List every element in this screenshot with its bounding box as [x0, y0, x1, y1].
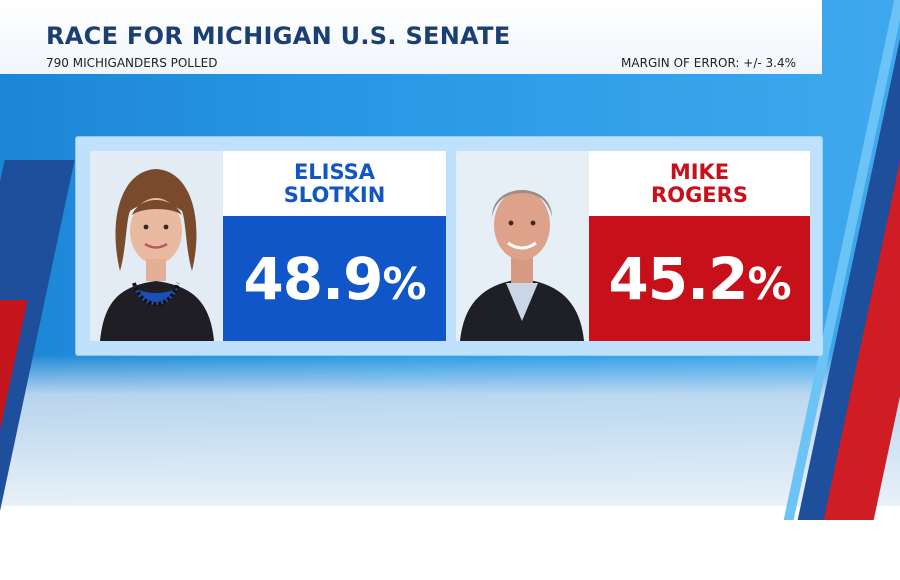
- candidate-name-box: MIKE ROGERS: [589, 151, 810, 216]
- percent-value: 48.9: [243, 244, 383, 313]
- candidate-percent-box: 45.2%: [589, 216, 810, 341]
- candidate-name-box: ELISSA SLOTKIN: [223, 151, 446, 216]
- candidate-percent: 48.9%: [243, 244, 427, 313]
- candidate-name: ELISSA SLOTKIN: [283, 159, 386, 207]
- percent-value: 45.2: [608, 244, 748, 313]
- candidate-photo: [456, 151, 589, 341]
- candidate-name: MIKE ROGERS: [651, 159, 748, 207]
- candidate-photo: [90, 151, 223, 341]
- candidate-percent: 45.2%: [608, 244, 792, 313]
- candidate-percent-box: 48.9%: [223, 216, 446, 341]
- candidate-card: MIKE ROGERS 45.2%: [456, 151, 810, 341]
- candidate-portrait-icon: [90, 151, 223, 341]
- percent-sign: %: [382, 258, 427, 310]
- candidate-portrait-icon: [456, 151, 589, 341]
- results-panel: ELISSA SLOTKIN 48.9% MIKE ROGERS 45.2: [76, 137, 822, 355]
- percent-sign: %: [747, 258, 792, 310]
- candidate-card: ELISSA SLOTKIN 48.9%: [90, 151, 446, 341]
- margin-of-error: MARGIN OF ERROR: +/- 3.4%: [621, 56, 796, 70]
- sample-size: 790 MICHIGANDERS POLLED: [46, 56, 218, 70]
- page-title: RACE FOR MICHIGAN U.S. SENATE: [46, 22, 511, 50]
- header-bar: RACE FOR MICHIGAN U.S. SENATE 790 MICHIG…: [0, 0, 822, 74]
